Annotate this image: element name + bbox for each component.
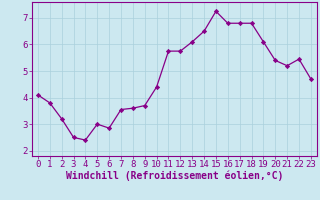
X-axis label: Windchill (Refroidissement éolien,°C): Windchill (Refroidissement éolien,°C) bbox=[66, 171, 283, 181]
